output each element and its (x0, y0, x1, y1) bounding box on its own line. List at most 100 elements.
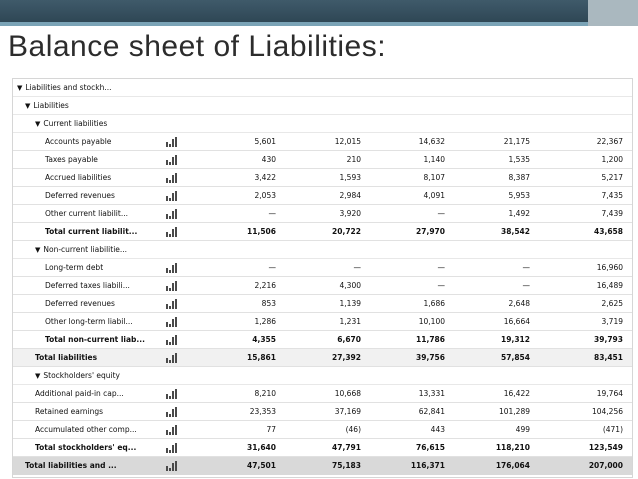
row-label: Accrued liabilities (45, 173, 111, 182)
row-label-text: Total liabilities and ... (25, 461, 117, 470)
cell-value: 2,053 (254, 191, 276, 200)
row-label-text: Taxes payable (45, 155, 98, 164)
table-row: Total stockholders' eq... 31,640 47,791 76,… (13, 439, 632, 457)
cell-value: 1,286 (254, 317, 276, 326)
section-header-row[interactable]: ▼ Current liabilities (13, 115, 632, 133)
mini-bar-chart-icon[interactable] (166, 389, 177, 399)
cell-value: 16,422 (503, 389, 530, 398)
cell-value: — (522, 281, 531, 290)
mini-bar-chart-icon[interactable] (166, 443, 177, 453)
slide-corner-tab (588, 0, 638, 26)
cell-value: 15,861 (247, 353, 276, 362)
mini-bar-chart-icon[interactable] (166, 263, 177, 273)
cell-value: 57,854 (501, 353, 530, 362)
table-row: Deferred taxes liabili... 2,216 4,300 — — 16,… (13, 277, 632, 295)
mini-bar-chart-icon[interactable] (166, 227, 177, 237)
table-row: Accrued liabilities 3,422 1,593 8,107 8,387 5… (13, 169, 632, 187)
row-label: Accumulated other comp... (35, 425, 137, 434)
cell-value: 5,217 (601, 173, 623, 182)
cell-value: 8,387 (508, 173, 530, 182)
mini-bar-chart-icon[interactable] (166, 317, 177, 327)
cell-value: — (522, 263, 531, 272)
cell-value: 38,542 (501, 227, 530, 236)
cell-value: 123,549 (588, 443, 623, 452)
row-label: Accounts payable (45, 137, 111, 146)
cell-value: 11,786 (416, 335, 445, 344)
cell-value: 2,984 (339, 191, 361, 200)
cell-value: 207,000 (588, 461, 623, 470)
cell-value: 853 (261, 299, 276, 308)
section-header-row[interactable]: ▼ Liabilities and stockh... (13, 79, 632, 97)
row-label-text: Non-current liabilitie... (43, 245, 128, 254)
cell-value: 5,601 (254, 137, 276, 146)
table-row: Deferred revenues 853 1,139 1,686 2,648 2,625 (13, 295, 632, 313)
row-label: Long-term debt (45, 263, 103, 272)
cell-value: 16,489 (596, 281, 623, 290)
row-label: Deferred taxes liabili... (45, 281, 130, 290)
caret-down-icon[interactable]: ▼ (17, 84, 23, 92)
cell-value: (46) (345, 425, 361, 434)
row-label-text: Total stockholders' eq... (35, 443, 137, 452)
cell-value: 443 (430, 425, 445, 434)
row-label-text: Other long-term liabil... (45, 317, 133, 326)
mini-bar-chart-icon[interactable] (166, 299, 177, 309)
row-label: ▼ Liabilities (25, 101, 69, 110)
cell-value: 75,183 (332, 461, 361, 470)
cell-value: 4,355 (252, 335, 276, 344)
cell-value: 1,593 (339, 173, 361, 182)
row-label-text: Total current liabilit... (45, 227, 138, 236)
slide-title: Balance sheet of Liabilities: (8, 30, 387, 63)
row-label: Taxes payable (45, 155, 98, 164)
cell-value: 47,791 (332, 443, 361, 452)
cell-value: 27,392 (332, 353, 361, 362)
cell-value: 21,175 (503, 137, 530, 146)
section-header-row[interactable]: ▼ Liabilities (13, 97, 632, 115)
row-label-text: Deferred revenues (45, 191, 115, 200)
cell-value: 19,764 (596, 389, 623, 398)
row-label: Deferred revenues (45, 299, 115, 308)
row-label: Additional paid-in cap... (35, 389, 124, 398)
cell-value: 5,953 (508, 191, 530, 200)
row-label-text: Long-term debt (45, 263, 104, 272)
row-label-text: Accumulated other comp... (35, 425, 137, 434)
mini-bar-chart-icon[interactable] (166, 425, 177, 435)
cell-value: — (437, 209, 446, 218)
cell-value: 210 (346, 155, 361, 164)
cell-value: 3,920 (339, 209, 361, 218)
cell-value: 4,091 (423, 191, 445, 200)
section-header-row[interactable]: ▼ Stockholders' equity (13, 367, 632, 385)
cell-value: 2,625 (601, 299, 623, 308)
cell-value: 101,289 (498, 407, 530, 416)
row-label: Total liabilities and ... (25, 461, 117, 470)
caret-down-icon[interactable]: ▼ (35, 246, 41, 254)
cell-value: 8,107 (423, 173, 445, 182)
mini-bar-chart-icon[interactable] (166, 173, 177, 183)
cell-value: 77 (266, 425, 276, 434)
row-label-text: Liabilities (33, 101, 69, 110)
mini-bar-chart-icon[interactable] (166, 335, 177, 345)
cell-value: 499 (515, 425, 530, 434)
mini-bar-chart-icon[interactable] (166, 353, 177, 363)
table-row: Total liabilities 15,861 27,392 39,756 57,85… (13, 349, 632, 367)
mini-bar-chart-icon[interactable] (166, 155, 177, 165)
cell-value: 4,300 (339, 281, 361, 290)
mini-bar-chart-icon[interactable] (166, 191, 177, 201)
cell-value: 2,648 (508, 299, 530, 308)
mini-bar-chart-icon[interactable] (166, 407, 177, 417)
row-label-text: Liabilities and stockh... (25, 83, 112, 92)
mini-bar-chart-icon[interactable] (166, 461, 177, 471)
table-row: Long-term debt — — — — 16,960 (13, 259, 632, 277)
mini-bar-chart-icon[interactable] (166, 281, 177, 291)
cell-value: 22,367 (596, 137, 623, 146)
caret-down-icon[interactable]: ▼ (35, 372, 41, 380)
cell-value: 19,312 (501, 335, 530, 344)
caret-down-icon[interactable]: ▼ (35, 120, 41, 128)
row-label: Total current liabilit... (45, 227, 137, 236)
caret-down-icon[interactable]: ▼ (25, 102, 31, 110)
section-header-row[interactable]: ▼ Non-current liabilitie... (13, 241, 632, 259)
mini-bar-chart-icon[interactable] (166, 137, 177, 147)
cell-value: 7,435 (601, 191, 623, 200)
table-row: Other long-term liabil... 1,286 1,231 10,10… (13, 313, 632, 331)
mini-bar-chart-icon[interactable] (166, 209, 177, 219)
cell-value: 16,960 (596, 263, 623, 272)
